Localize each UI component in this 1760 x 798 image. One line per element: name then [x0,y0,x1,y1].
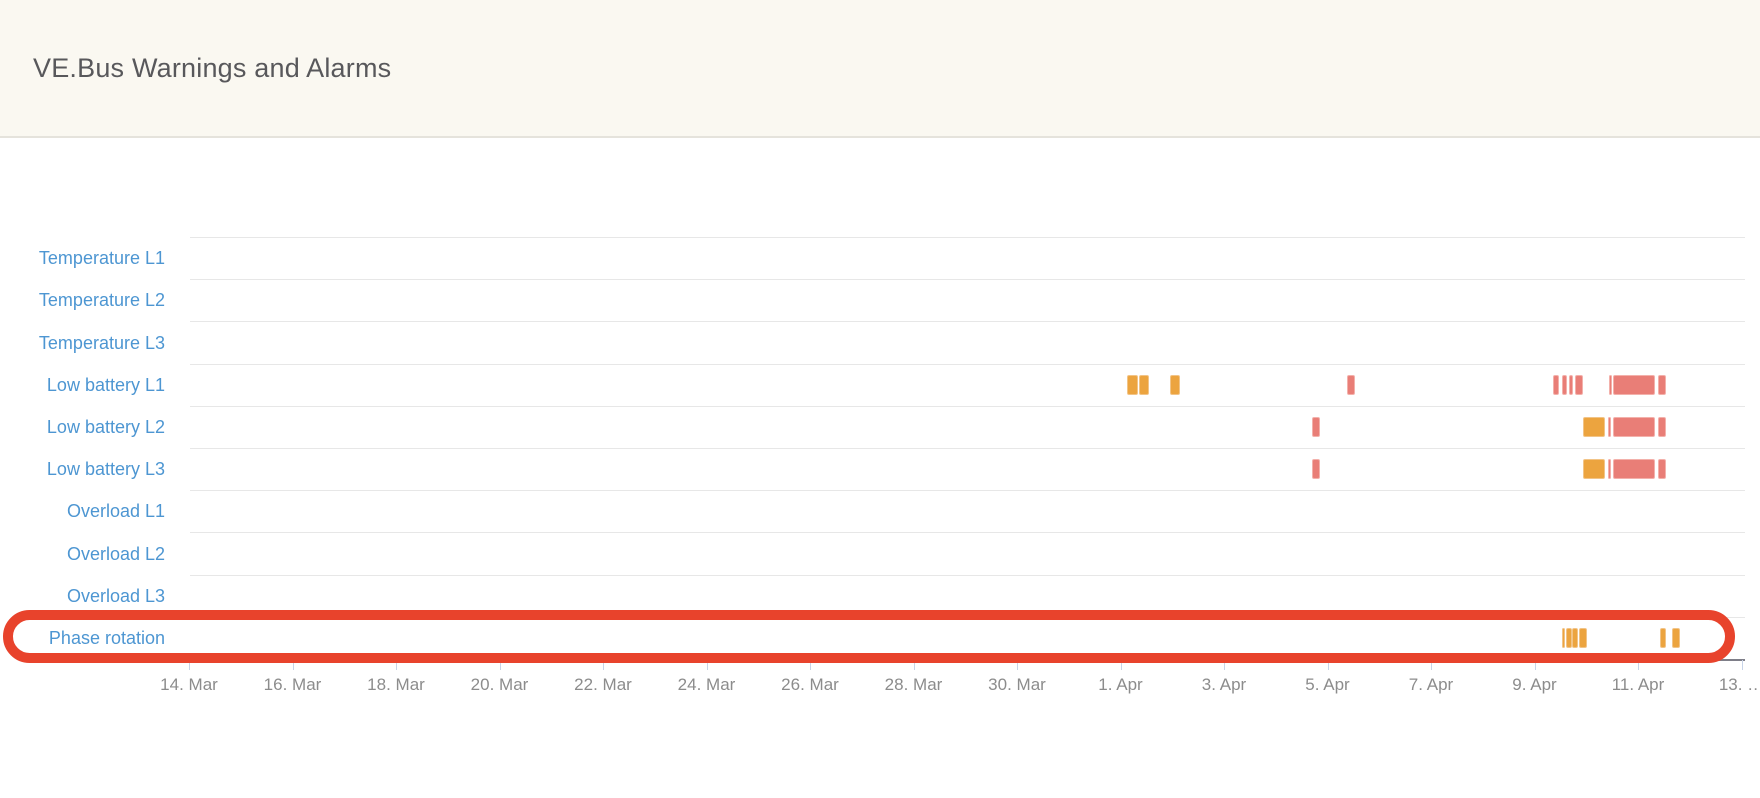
row-grid-line [190,532,1745,534]
event-bar-warning[interactable] [1561,627,1565,648]
row-grid-line [190,616,1745,618]
row-label-low-battery-l1: Low battery L1 [46,374,165,395]
x-axis-tick-label: 22. Mar [574,675,632,694]
event-bar-alarm[interactable] [1607,459,1612,480]
event-bar-alarm[interactable] [1311,416,1321,437]
x-axis-tick-label: 16. Mar [263,675,322,694]
row-grid-line [190,321,1745,323]
event-bar-warning[interactable] [1671,627,1680,648]
row-label-overload-l1: Overload L1 [66,501,165,522]
x-axis-tick-label: 24. Mar [677,675,736,694]
x-axis-tick-label: 14. Mar [160,675,218,694]
x-axis-tick [1431,660,1432,670]
x-axis-tick-label: 20. Mar [470,675,529,694]
event-bar-warning[interactable] [1583,459,1605,480]
row-grid-line [190,279,1745,281]
x-axis-tick [1120,660,1122,670]
row-grid-line [190,363,1745,365]
event-bar-warning[interactable] [1572,627,1579,648]
x-axis-tick-label: 3. Apr [1201,675,1247,694]
event-bar-warning[interactable] [1565,627,1572,648]
x-axis-tick-label: 11. Apr [1611,675,1665,694]
x-axis-tick [1224,660,1225,670]
x-axis-tick-label: 30. Mar [988,675,1046,694]
x-axis-tick-label: 1. Apr [1098,675,1143,694]
row-grid-line [190,448,1745,449]
event-bar-alarm[interactable] [1613,374,1656,395]
x-axis-tick [189,660,190,670]
x-axis-tick [1534,660,1536,670]
x-axis-tick [499,660,501,670]
row-grid-line [190,574,1745,576]
x-axis-tick-label: 5. Apr [1305,675,1350,694]
event-bar-alarm[interactable] [1608,374,1612,395]
row-grid-line [190,405,1745,407]
vebus-warnings-gantt-chart: Temperature L1 Temperature L2 Temperature … [0,138,1760,798]
card-header: VE.Bus Warnings and Alarms [0,0,1760,138]
event-bar-alarm[interactable] [1658,416,1667,437]
row-label-temperature-l2: Temperature L2 [38,290,165,311]
row-label-low-battery-l3: Low battery L3 [46,459,165,480]
event-bar-warning[interactable] [1127,374,1138,395]
x-axis-tick [396,660,397,670]
x-axis-tick [603,660,604,670]
x-axis-tick [1017,660,1018,670]
event-bar-alarm[interactable] [1613,416,1656,437]
row-label-temperature-l3: Temperature L3 [38,332,165,353]
event-bar-alarm[interactable] [1553,374,1560,395]
event-bar-alarm[interactable] [1346,374,1355,395]
event-bar-warning[interactable] [1170,374,1180,395]
x-axis-tick [292,660,294,670]
event-bar-alarm[interactable] [1607,416,1612,437]
row-label-temperature-l1: Temperature L1 [38,248,165,269]
event-bar-warning[interactable] [1579,627,1588,648]
x-axis-line [190,659,1745,661]
x-axis-tick [1638,660,1639,670]
x-axis-tick-label: 13. … [1718,675,1760,694]
event-bar-alarm[interactable] [1658,374,1667,395]
row-label-low-battery-l2: Low battery L2 [46,416,165,437]
highlight-annotation [3,610,1735,663]
event-bar-alarm[interactable] [1613,459,1656,480]
x-axis-tick-label: 26. Mar [781,675,839,694]
x-axis-tick [1741,660,1743,670]
x-axis-tick-label: 7. Apr [1408,675,1454,694]
event-bar-alarm[interactable] [1575,374,1584,395]
x-axis-tick [1327,660,1329,670]
row-label-overload-l2: Overload L2 [66,543,165,564]
chart-title: VE.Bus Warnings and Alarms [33,53,392,83]
event-bar-alarm[interactable] [1561,374,1567,395]
row-grid-line [190,490,1745,492]
x-axis-tick [810,660,811,670]
event-bar-warning[interactable] [1139,374,1150,395]
x-axis-tick [706,660,708,670]
event-bar-warning[interactable] [1583,416,1605,437]
x-axis-tick-label: 28. Mar [884,675,943,694]
x-axis-tick [913,660,915,670]
row-label-phase-rotation: Phase rotation [48,627,165,648]
event-bar-alarm[interactable] [1658,459,1667,480]
event-bar-warning[interactable] [1659,627,1667,648]
event-bar-alarm[interactable] [1311,459,1321,480]
x-axis-tick-label: 9. Apr [1512,675,1557,694]
x-axis-tick-label: 18. Mar [367,675,425,694]
event-bar-alarm[interactable] [1568,374,1574,395]
row-label-overload-l3: Overload L3 [66,585,165,606]
row-grid-line [190,237,1745,238]
